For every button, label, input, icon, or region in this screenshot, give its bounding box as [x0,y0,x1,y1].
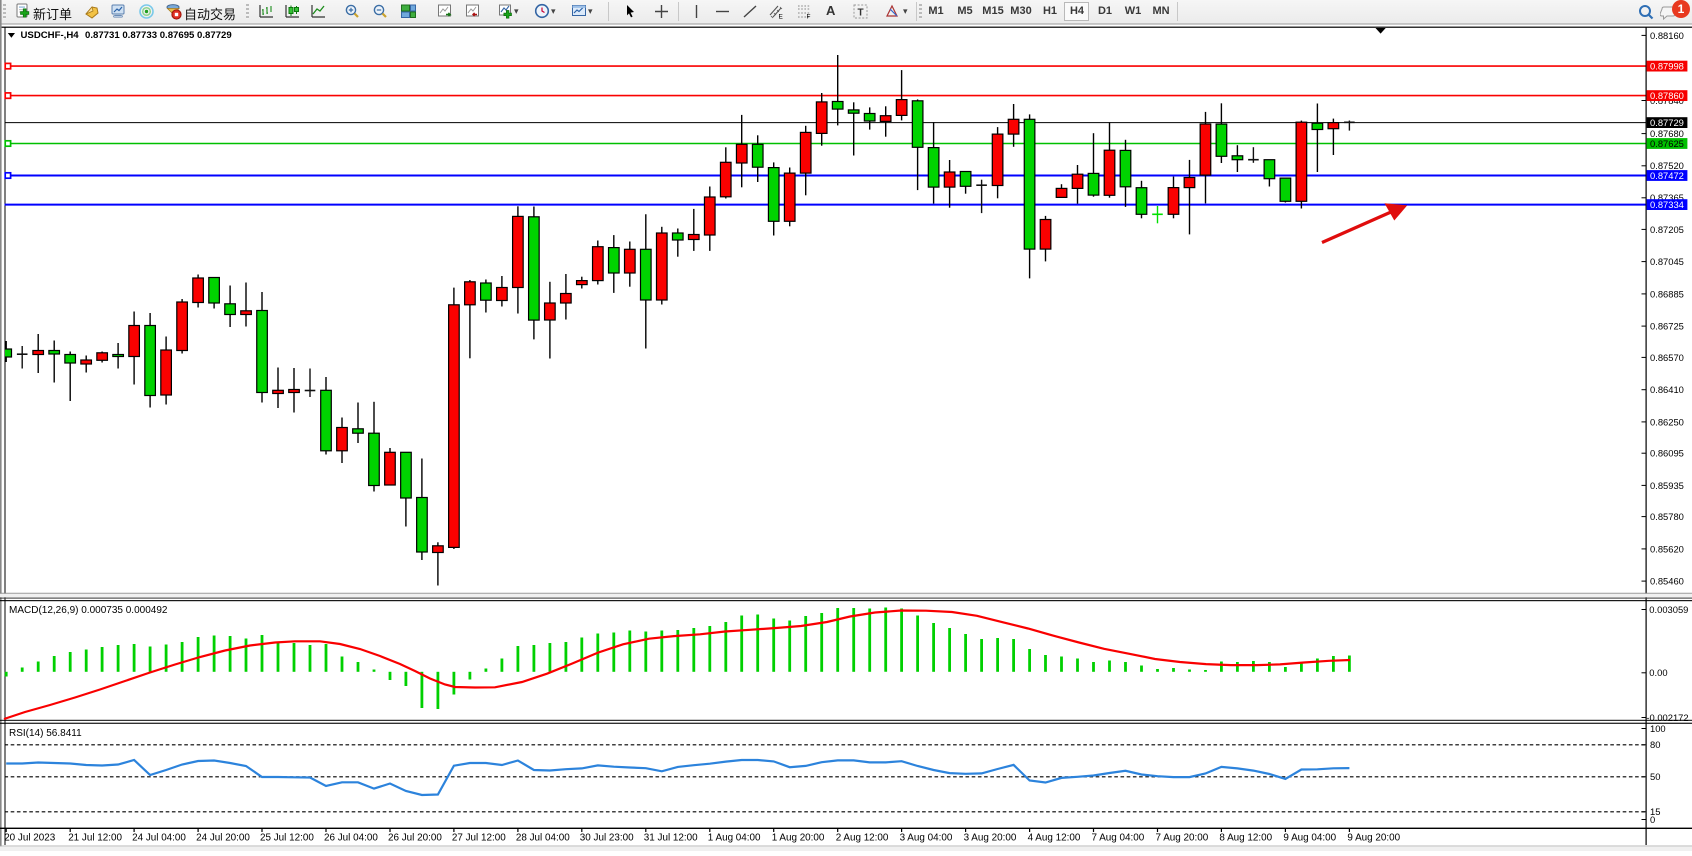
svg-text:50: 50 [1650,771,1660,782]
svg-text:24 Jul 20:00: 24 Jul 20:00 [196,833,250,844]
svg-text:0.87205: 0.87205 [1650,224,1684,235]
svg-text:7 Aug 04:00: 7 Aug 04:00 [1092,833,1145,844]
svg-text:0.87045: 0.87045 [1650,256,1684,267]
svg-text:26 Jul 04:00: 26 Jul 04:00 [324,833,378,844]
svg-text:100: 100 [1650,723,1666,734]
svg-text:0.85780: 0.85780 [1650,511,1684,522]
svg-text:RSI(14) 56.8411: RSI(14) 56.8411 [9,728,82,739]
svg-text:0.88160: 0.88160 [1650,30,1684,41]
svg-text:21 Jul 12:00: 21 Jul 12:00 [68,833,122,844]
svg-text:31 Jul 12:00: 31 Jul 12:00 [644,833,698,844]
svg-text:15: 15 [1650,806,1660,817]
svg-text:0.00: 0.00 [1649,667,1667,678]
svg-text:0.87334: 0.87334 [1650,199,1684,210]
svg-text:3 Aug 04:00: 3 Aug 04:00 [900,833,953,844]
svg-text:0: 0 [1650,814,1655,825]
svg-text:1 Aug 04:00: 1 Aug 04:00 [708,833,761,844]
svg-text:0.87625: 0.87625 [1650,138,1684,149]
svg-text:0.86570: 0.86570 [1650,352,1684,363]
svg-text:T: T [858,8,864,19]
svg-text:USDCHF-,H4: USDCHF-,H4 [21,30,80,41]
svg-text:0.87729: 0.87729 [1650,117,1684,128]
svg-text:0.86095: 0.86095 [1650,448,1684,459]
svg-text:E: E [779,14,784,21]
svg-text:0.86725: 0.86725 [1650,321,1684,332]
svg-text:1 Aug 20:00: 1 Aug 20:00 [772,833,825,844]
svg-text:4 Aug 12:00: 4 Aug 12:00 [1028,833,1081,844]
svg-text:0.85935: 0.85935 [1650,480,1684,491]
svg-text:27 Jul 12:00: 27 Jul 12:00 [452,833,506,844]
svg-text:80: 80 [1650,739,1660,750]
svg-text:MACD(12,26,9) 0.000735 0.00049: MACD(12,26,9) 0.000735 0.000492 [9,605,168,616]
svg-text:0.003059: 0.003059 [1649,604,1688,615]
svg-text:8 Aug 12:00: 8 Aug 12:00 [1219,833,1272,844]
svg-text:7 Aug 20:00: 7 Aug 20:00 [1156,833,1209,844]
svg-text:25 Jul 12:00: 25 Jul 12:00 [260,833,314,844]
svg-text:0.87680: 0.87680 [1650,128,1684,139]
svg-text:0.87472: 0.87472 [1650,170,1684,181]
svg-text:28 Jul 04:00: 28 Jul 04:00 [516,833,570,844]
svg-text:F: F [807,14,811,21]
svg-text:0.87731 0.87733 0.87695 0.8772: 0.87731 0.87733 0.87695 0.87729 [85,30,232,41]
svg-text:0.85460: 0.85460 [1650,576,1684,587]
svg-text:30 Jul 23:00: 30 Jul 23:00 [580,833,634,844]
svg-text:0.86410: 0.86410 [1650,384,1684,395]
svg-text:0.86250: 0.86250 [1650,416,1684,427]
svg-text:24 Jul 04:00: 24 Jul 04:00 [132,833,186,844]
svg-text:0.87365: 0.87365 [1650,192,1684,203]
svg-text:0.87520: 0.87520 [1650,160,1684,171]
svg-text:0.87998: 0.87998 [1650,61,1684,72]
svg-text:26 Jul 20:00: 26 Jul 20:00 [388,833,442,844]
svg-text:9 Aug 20:00: 9 Aug 20:00 [1347,833,1400,844]
svg-text:0.87860: 0.87860 [1650,90,1684,101]
svg-text:9 Aug 04:00: 9 Aug 04:00 [1283,833,1336,844]
svg-text:2 Aug 12:00: 2 Aug 12:00 [836,833,889,844]
svg-text:3 Aug 20:00: 3 Aug 20:00 [964,833,1017,844]
svg-text:-0.002172: -0.002172 [1646,712,1688,723]
svg-text:0.85620: 0.85620 [1650,543,1684,554]
svg-text:20 Jul 2023: 20 Jul 2023 [4,833,56,844]
svg-text:0.86885: 0.86885 [1650,288,1684,299]
